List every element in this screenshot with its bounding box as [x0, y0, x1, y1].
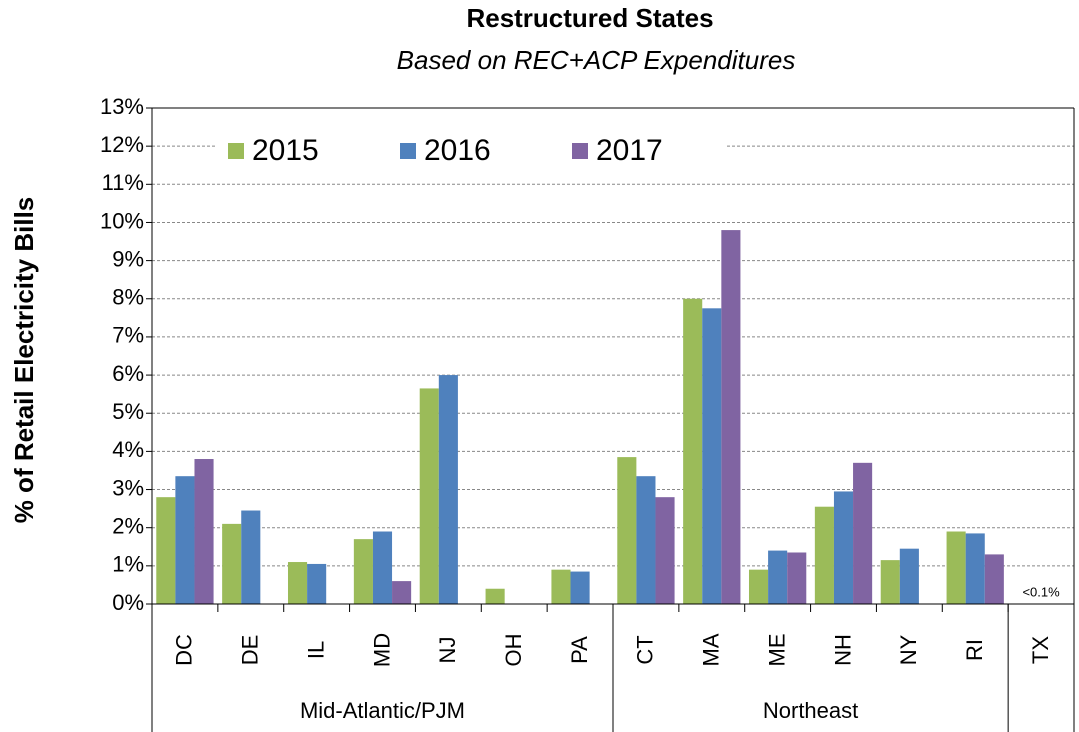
bar	[899, 548, 919, 604]
bar	[721, 230, 741, 605]
x-tick-label: DE	[238, 635, 263, 666]
bar	[353, 539, 373, 604]
bar	[946, 531, 966, 604]
bar	[222, 523, 242, 604]
bar	[307, 563, 327, 604]
x-tick-label: NJ	[435, 637, 460, 664]
y-tick-label: 1%	[112, 552, 144, 577]
bar	[156, 497, 176, 604]
y-axis-label: % of Retail Electricity Bills	[9, 197, 39, 524]
bar	[241, 510, 261, 604]
bar	[768, 550, 788, 604]
y-tick-label: 10%	[100, 208, 144, 233]
x-tick-label: MD	[369, 633, 394, 667]
chart-title: Restructured States	[466, 3, 713, 33]
group-label: Northeast	[763, 698, 858, 723]
bar	[636, 476, 656, 604]
y-tick-label: 7%	[112, 323, 144, 348]
legend-swatch	[572, 143, 588, 159]
x-tick-label: NH	[830, 634, 855, 666]
legend-box	[215, 128, 725, 172]
legend-swatch	[400, 143, 416, 159]
bar	[880, 560, 900, 604]
bar	[392, 581, 412, 604]
bar	[372, 531, 393, 604]
legend-label: 2017	[596, 134, 663, 167]
y-tick-label: 9%	[112, 246, 144, 271]
annotation: <0.1%	[1022, 584, 1060, 599]
y-tick-label: 3%	[112, 475, 144, 500]
bar	[853, 462, 873, 604]
x-tick-label: DC	[172, 634, 197, 666]
bar	[438, 375, 458, 604]
bar	[814, 506, 834, 604]
legend-label: 2015	[252, 134, 319, 167]
x-tick-label: ME	[764, 634, 789, 667]
x-tick-label: RI	[962, 639, 987, 661]
y-tick-label: 11%	[102, 170, 144, 195]
bar	[655, 497, 675, 604]
bar	[787, 552, 807, 604]
legend-swatch	[228, 143, 244, 159]
bar	[194, 459, 214, 604]
x-tick-label: NY	[896, 634, 921, 665]
bar	[551, 569, 571, 604]
legend-label: 2016	[424, 134, 491, 167]
x-tick-label: CT	[633, 635, 658, 664]
bar	[748, 569, 769, 604]
bar	[419, 388, 439, 604]
y-tick-label: 5%	[112, 399, 144, 424]
legend: 2015 2016 2017	[215, 128, 725, 172]
bar	[485, 588, 505, 604]
x-tick-label: OH	[501, 634, 526, 667]
y-tick-label: 0%	[112, 590, 144, 615]
bar	[702, 308, 722, 604]
x-tick-label: MA	[699, 633, 724, 666]
bar	[175, 476, 195, 604]
bar	[984, 554, 1004, 604]
group-label: Mid-Atlantic/PJM	[300, 698, 465, 723]
bar	[683, 298, 703, 604]
y-tick-label: 12%	[100, 132, 144, 157]
y-tick-label: 6%	[112, 361, 144, 386]
bar	[833, 491, 854, 604]
bar	[617, 457, 637, 604]
y-tick-label: 13%	[100, 94, 144, 119]
y-tick-label: 2%	[112, 514, 144, 539]
y-tick-label: 4%	[112, 437, 144, 462]
y-tick-label: 8%	[112, 285, 144, 310]
bar	[570, 571, 590, 604]
x-tick-label: PA	[567, 636, 592, 664]
bar	[965, 533, 985, 604]
chart-subtitle: Based on REC+ACP Expenditures	[397, 45, 796, 75]
x-tick-label: IL	[303, 641, 328, 659]
x-tick-label: TX	[1028, 636, 1053, 664]
bar	[287, 562, 308, 604]
